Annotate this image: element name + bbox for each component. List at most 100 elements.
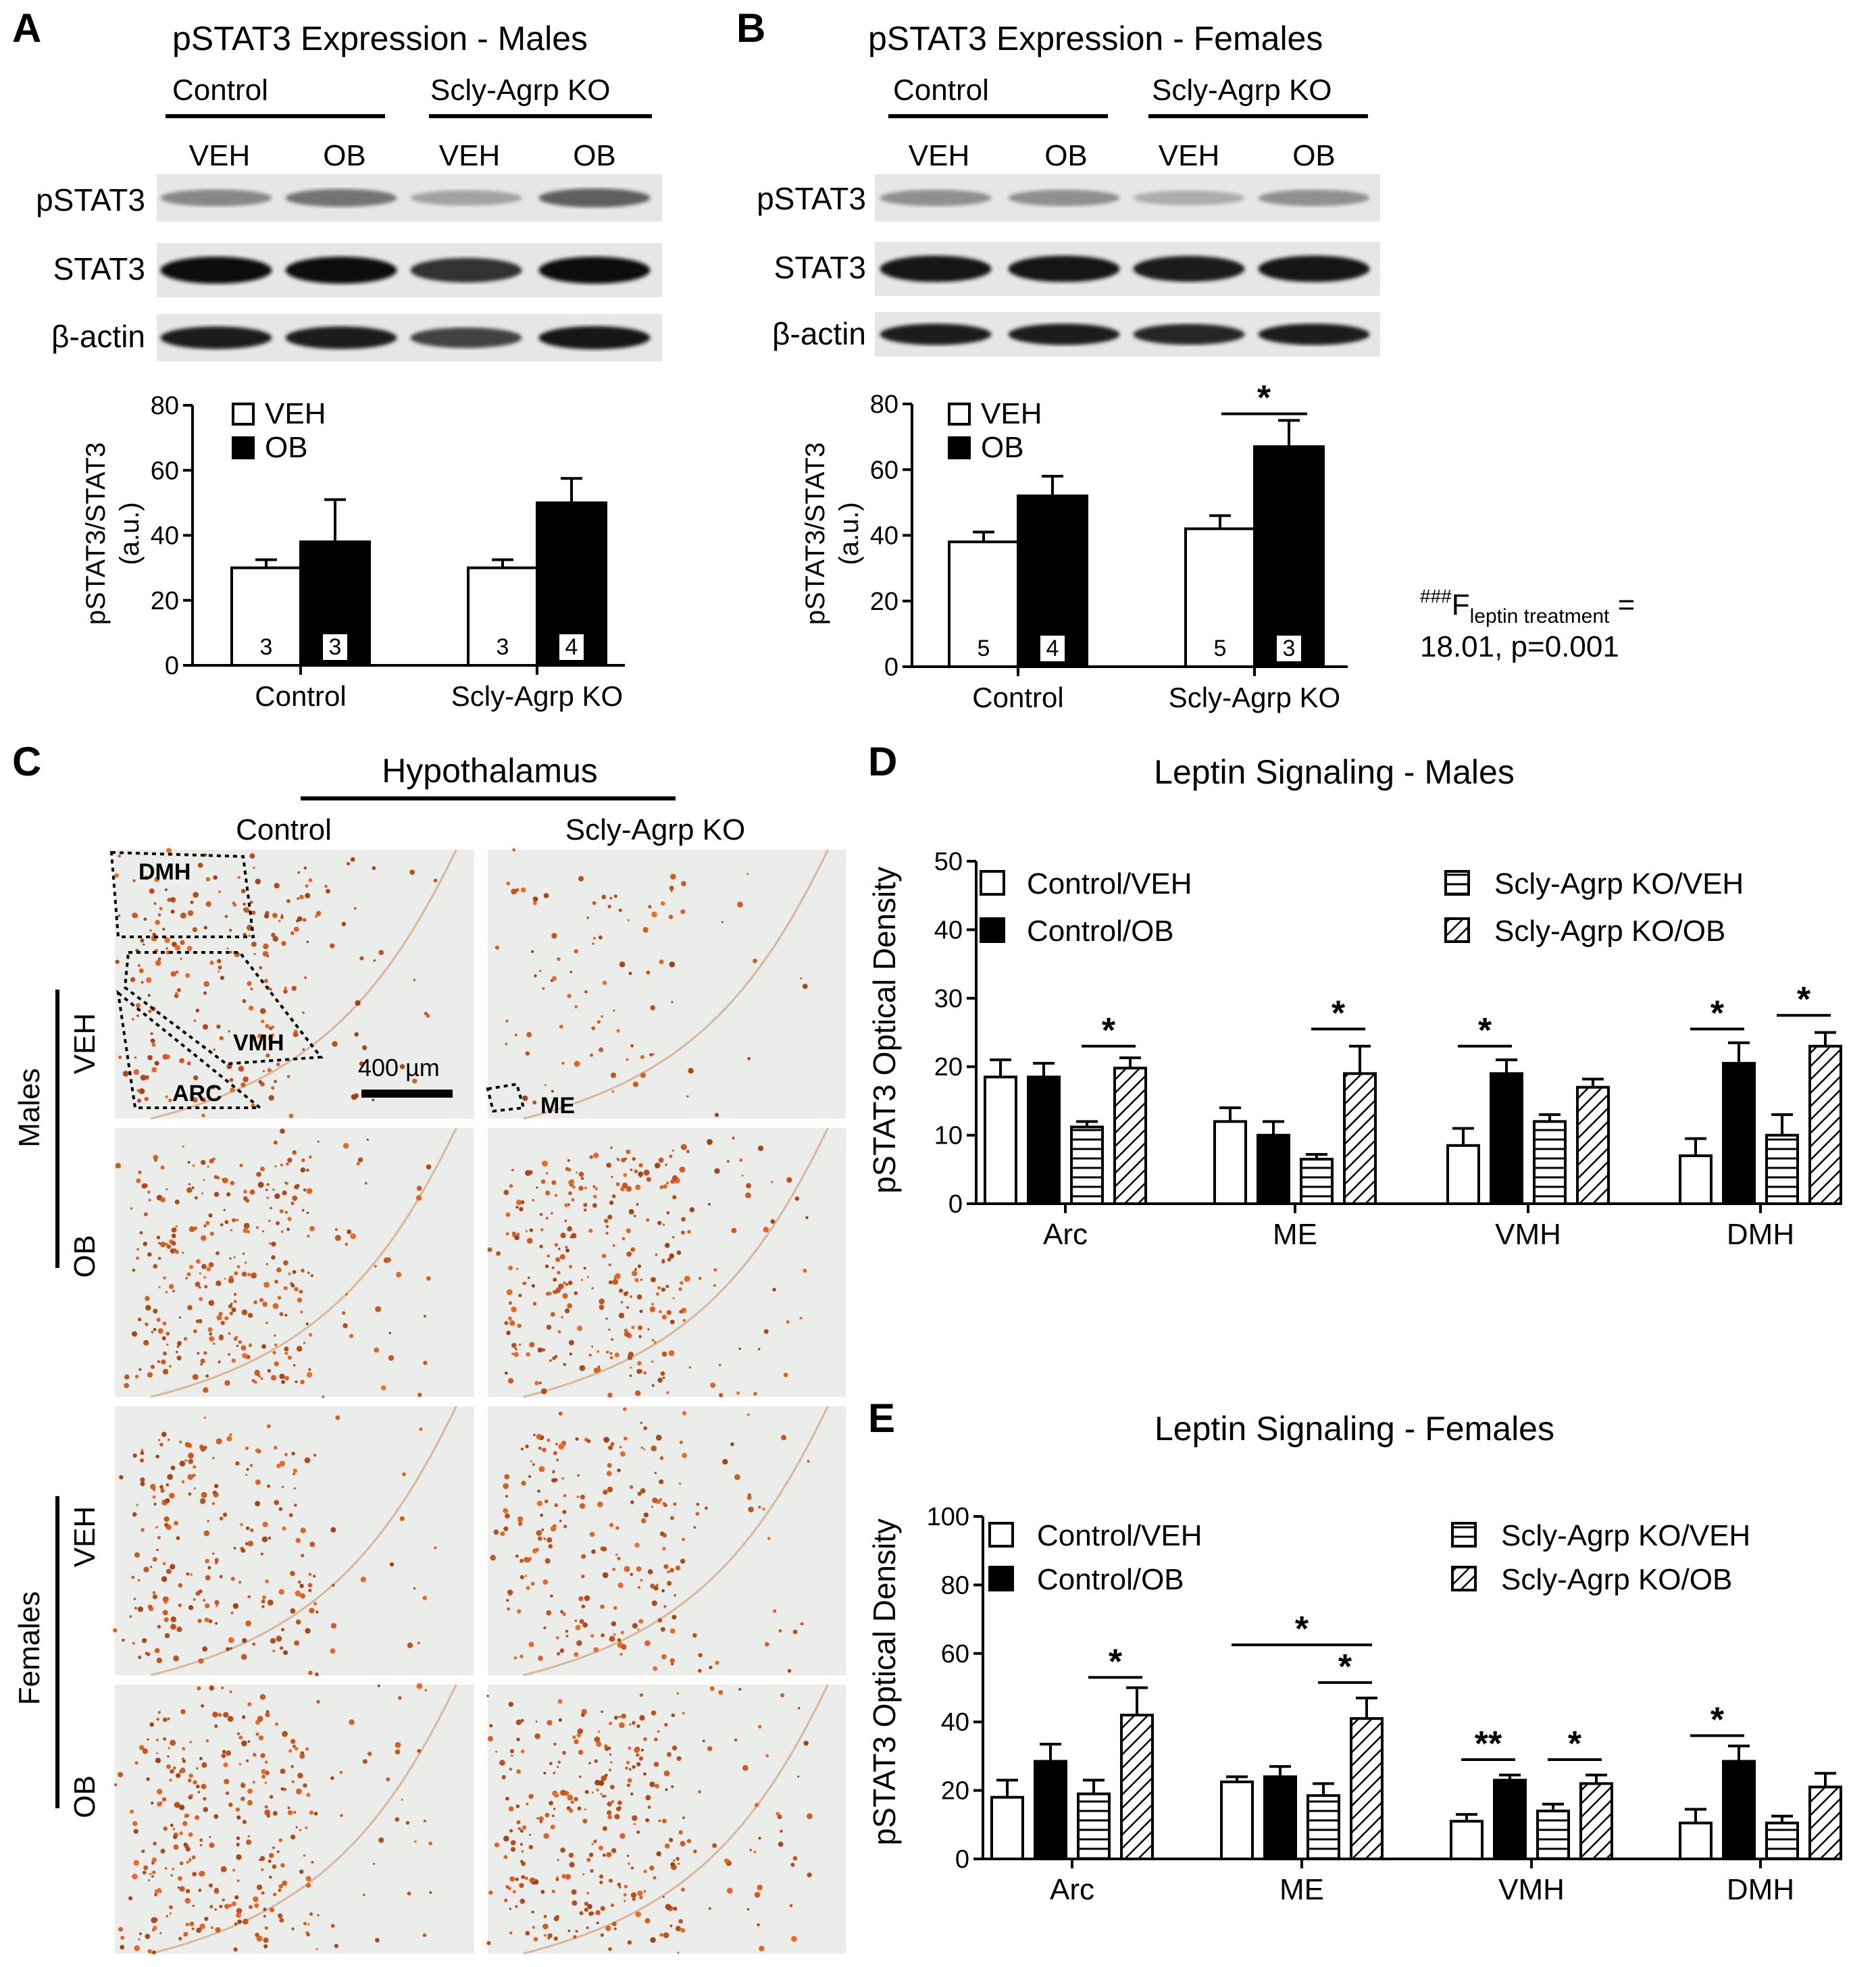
- stained-cell: [790, 1862, 795, 1867]
- stained-cell: [202, 1024, 209, 1030]
- stained-cell: [659, 1310, 662, 1314]
- stained-cell: [146, 1777, 150, 1781]
- stained-cell: [191, 1186, 195, 1190]
- stained-cell: [229, 1311, 234, 1316]
- micrograph-bg: [488, 1128, 846, 1397]
- stained-cell: [130, 977, 136, 982]
- stained-cell: [511, 1754, 513, 1757]
- stained-cell: [657, 1377, 663, 1383]
- stained-cell: [577, 1325, 583, 1331]
- stained-cell: [624, 1328, 628, 1333]
- stained-cell: [511, 1352, 514, 1355]
- stained-cell: [610, 1072, 617, 1078]
- stained-cell: [509, 1908, 512, 1910]
- stained-cell: [161, 1431, 167, 1437]
- stained-cell: [402, 1472, 406, 1477]
- stained-cell: [197, 1686, 201, 1691]
- stained-cell: [560, 1610, 564, 1614]
- stained-cell: [251, 911, 256, 915]
- stained-cell: [648, 904, 652, 909]
- stained-cell: [215, 1622, 218, 1625]
- stained-cell: [190, 900, 194, 904]
- stained-cell: [299, 1583, 304, 1588]
- stained-cell: [209, 1842, 215, 1848]
- stained-cell: [759, 1945, 765, 1951]
- stained-cell: [278, 1589, 284, 1595]
- stained-cell: [663, 1184, 667, 1189]
- stained-cell: [686, 1839, 692, 1843]
- stained-cell: [153, 902, 157, 905]
- stained-cell: [279, 1373, 285, 1379]
- bar: [1257, 1133, 1290, 1205]
- stained-cell: [267, 1369, 272, 1373]
- stained-cell: [638, 1756, 644, 1761]
- stained-cell: [267, 955, 270, 958]
- stained-cell: [315, 1948, 318, 1951]
- stained-cell: [228, 1332, 231, 1335]
- stained-cell: [389, 1562, 395, 1567]
- stained-cell: [609, 896, 613, 900]
- stained-cell: [670, 1179, 675, 1184]
- stained-cell: [232, 1868, 235, 1872]
- stained-cell: [188, 1452, 194, 1459]
- stained-cell: [297, 1580, 301, 1584]
- stained-cell: [219, 1516, 224, 1521]
- stained-cell: [139, 1745, 145, 1750]
- stained-cell: [724, 1858, 730, 1864]
- stained-cell: [746, 1495, 752, 1500]
- stained-cell: [500, 1531, 505, 1537]
- significance-star: *: [1710, 994, 1725, 1033]
- stained-cell: [160, 1197, 166, 1202]
- stained-cell: [515, 1804, 520, 1808]
- stained-cell: [643, 1448, 646, 1451]
- stained-cell: [503, 1190, 509, 1196]
- stained-cell: [614, 1352, 619, 1358]
- stained-cell: [197, 1618, 202, 1623]
- stained-cell: [209, 1685, 215, 1691]
- stained-cell: [165, 1498, 170, 1504]
- stained-cell: [233, 1300, 237, 1304]
- stained-cell: [276, 1063, 280, 1067]
- stained-cell: [140, 1458, 145, 1463]
- stained-cell: [599, 1874, 604, 1879]
- stained-cell: [552, 1790, 558, 1797]
- stained-cell: [226, 1647, 230, 1652]
- stained-cell: [217, 959, 222, 964]
- stained-cell: [287, 1355, 292, 1360]
- stained-cell: [303, 1854, 306, 1857]
- stained-cell: [230, 1181, 235, 1185]
- stained-cell: [156, 1317, 161, 1322]
- stained-cell: [512, 1890, 516, 1893]
- stained-cell: [229, 1257, 232, 1260]
- stained-cell: [712, 1843, 717, 1848]
- stained-cell: [238, 1735, 243, 1740]
- stained-cell: [178, 1603, 182, 1608]
- stained-cell: [680, 909, 686, 915]
- stained-cell: [632, 1720, 636, 1725]
- stained-cell: [584, 1901, 589, 1906]
- stained-cell: [268, 1536, 272, 1540]
- bar: [1679, 1154, 1713, 1206]
- stained-cell: [224, 1380, 230, 1386]
- stained-cell: [653, 1585, 659, 1591]
- n-label-bg: [490, 634, 515, 660]
- stained-cell: [268, 1859, 272, 1863]
- stained-cell: [486, 1695, 489, 1697]
- stained-cell: [171, 1227, 177, 1233]
- stained-cell: [279, 1460, 285, 1466]
- region-vmh-label: VMH: [233, 1030, 284, 1056]
- stained-cell: [202, 1646, 208, 1652]
- stained-cell: [666, 1391, 669, 1394]
- stained-cell: [299, 1829, 302, 1831]
- stained-cell: [612, 1279, 619, 1285]
- stained-cell: [650, 1937, 656, 1943]
- stained-cell: [293, 1487, 296, 1490]
- stained-cell: [185, 973, 191, 978]
- y-tick-label: 40: [151, 522, 179, 551]
- stained-cell: [155, 1752, 158, 1755]
- stained-cell: [428, 1841, 433, 1845]
- n-label: 3: [497, 634, 509, 660]
- stained-cell: [526, 1557, 531, 1562]
- stained-cell: [213, 1192, 220, 1197]
- stained-cell: [588, 1911, 593, 1916]
